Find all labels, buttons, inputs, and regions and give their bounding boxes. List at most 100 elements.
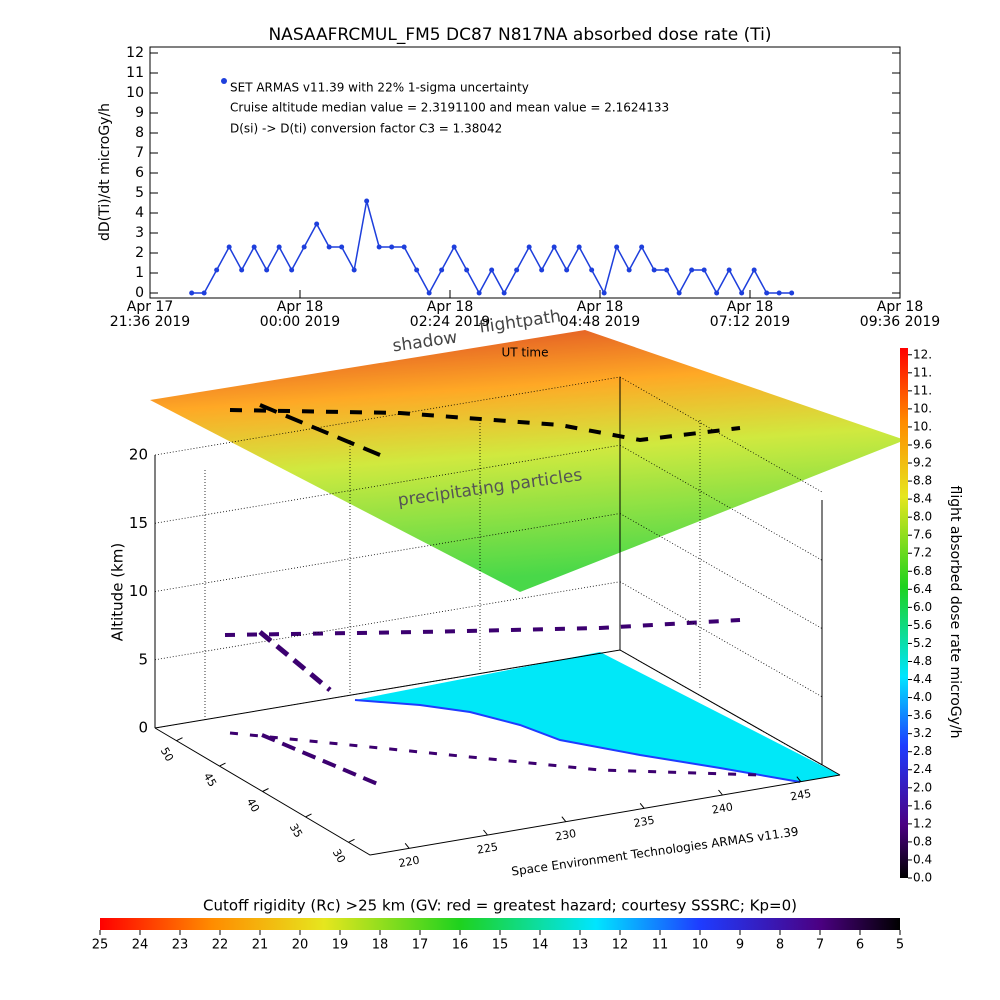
coastline — [354, 699, 801, 783]
data-point — [626, 267, 632, 273]
data-point — [289, 267, 295, 273]
lon-tick — [483, 829, 488, 836]
flightpath-mid — [224, 618, 741, 637]
z-grid — [154, 513, 621, 592]
colorbar-tick-label: 10. — [913, 401, 932, 415]
colorbar-tick-label: 8.4 — [913, 492, 932, 506]
lon-tick — [639, 803, 645, 809]
colorbar-tick-label: 14 — [532, 938, 549, 953]
z-axis-title: Altitude (km) — [109, 543, 127, 641]
colorbar-tick-label: 1.6 — [913, 798, 932, 812]
annotation: D(si) -> D(ti) conversion factor C3 = 1.… — [230, 122, 502, 136]
z-tick-label: 10 — [129, 582, 148, 600]
colorbar-tick-label: 17 — [412, 938, 429, 953]
data-point — [564, 267, 570, 273]
data-point — [351, 267, 357, 273]
lon-tick-label: 240 — [711, 800, 734, 816]
lon-tick — [718, 789, 723, 796]
data-point — [664, 267, 670, 273]
colorbar-tick-label: 8 — [776, 938, 784, 953]
lon-tick — [561, 816, 567, 822]
colorbar-tick-label: 9.6 — [913, 437, 932, 451]
colorbar-tick-label: 9.2 — [913, 456, 932, 470]
lon-tick-label: 225 — [476, 840, 499, 856]
colorbar-tick-label: 19 — [332, 938, 349, 953]
lon-tick-label: 235 — [633, 814, 656, 830]
x-tick-label: 07:12 2019 — [710, 314, 790, 330]
colorbar-tick-label: 4.8 — [913, 654, 932, 668]
data-point — [676, 290, 682, 296]
y-tick-label: 4 — [135, 205, 144, 221]
data-point — [226, 244, 232, 250]
data-point — [651, 267, 657, 273]
lon-tick-label: 220 — [398, 854, 421, 870]
colorbar-tick-label: 5 — [896, 938, 904, 953]
colorbar-tick-label: 21 — [252, 938, 269, 953]
colorbar-tick-label: 1.2 — [913, 816, 932, 830]
data-point — [239, 267, 245, 273]
flightpath-mid — [258, 630, 332, 692]
lat-tick — [262, 788, 269, 792]
dose-plane — [150, 330, 905, 592]
data-point — [389, 244, 395, 250]
colorbar-tick-label: 8.0 — [913, 510, 932, 524]
colorbar-tick-label: 24 — [132, 938, 149, 953]
data-point — [339, 244, 345, 250]
data-point — [376, 244, 382, 250]
data-point — [214, 267, 220, 273]
colorbar-tick-label: 4.4 — [913, 672, 932, 686]
colorbar-tick-label: 23 — [172, 938, 189, 953]
colorbar-tick-label: 10. — [913, 419, 932, 433]
data-point — [589, 267, 595, 273]
lon-tick-label: 230 — [554, 827, 577, 843]
data-point — [189, 290, 195, 296]
colorbar-tick-label: 4.0 — [913, 690, 932, 704]
data-point — [526, 244, 532, 250]
lat-tick — [305, 813, 312, 818]
data-point — [201, 290, 207, 296]
colorbar-tick-label: 6.0 — [913, 600, 932, 614]
data-point — [276, 244, 282, 250]
colorbar-tick-label: 3.2 — [913, 726, 932, 740]
colorbar-tick-label: 7 — [816, 938, 824, 953]
data-point — [576, 244, 582, 250]
colorbar-tick-label: 5.6 — [913, 618, 932, 632]
shadow-path — [229, 731, 761, 777]
data-point — [689, 267, 695, 273]
colorbar-tick-label: 0.8 — [913, 834, 932, 848]
colorbar-title: Cutoff rigidity (Rc) >25 km (GV: red = g… — [203, 897, 797, 915]
data-point — [739, 290, 745, 296]
colorbar-tick-label: 6.4 — [913, 582, 932, 596]
floor-edge — [154, 727, 841, 856]
y-tick-label: 5 — [135, 185, 144, 201]
data-point — [776, 290, 782, 296]
data-point — [251, 244, 257, 250]
data-point — [489, 267, 495, 273]
data-point — [476, 290, 482, 296]
data-point — [514, 267, 520, 273]
colorbar-rc — [100, 918, 900, 930]
chart-title: NASAAFRCMUL_FM5 DC87 N817NA absorbed dos… — [268, 25, 771, 45]
y-tick-label: 2 — [135, 245, 144, 261]
z-grid — [154, 649, 621, 729]
x-tick-label: Apr 18 — [577, 299, 623, 315]
y-tick-label: 3 — [135, 225, 144, 241]
data-point — [764, 290, 770, 296]
flightpath-top — [259, 403, 381, 457]
data-point — [426, 290, 432, 296]
colorbar-tick-label: 0.4 — [913, 852, 932, 866]
colorbar-tick-label: 15 — [492, 938, 509, 953]
colorbar-tick-label: 9 — [736, 938, 744, 953]
data-point — [551, 244, 557, 250]
lat-tick — [176, 737, 183, 742]
data-point — [751, 267, 757, 273]
y-tick-label: 6 — [135, 165, 144, 181]
colorbar-tick-label: 18 — [372, 938, 389, 953]
x-tick-label: Apr 18 — [277, 299, 323, 315]
z-grid — [154, 444, 621, 524]
y-tick-label: 8 — [135, 125, 144, 141]
colorbar-tick-label: 2.0 — [913, 780, 932, 794]
3d-scene — [150, 330, 905, 856]
x-tick-label: Apr 18 — [877, 299, 923, 315]
data-point — [326, 244, 332, 250]
